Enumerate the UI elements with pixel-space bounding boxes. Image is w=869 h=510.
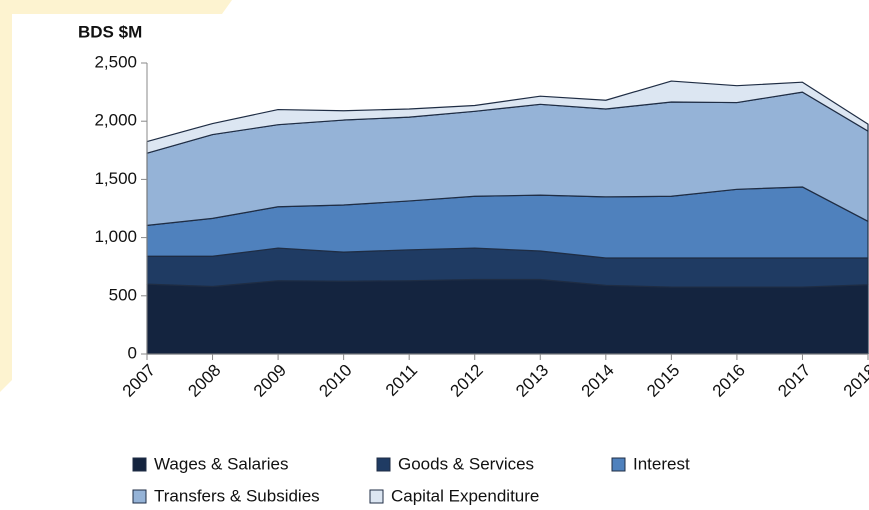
x-tick-label: 2015 [643, 361, 683, 401]
y-tick-label: 0 [128, 343, 137, 362]
y-tick-label: 2,000 [94, 111, 137, 130]
legend-label: Goods & Services [398, 454, 534, 473]
area [146, 278, 869, 355]
y-tick-label: 1,500 [94, 169, 137, 188]
legend-swatch [132, 489, 147, 504]
legend-label: Interest [633, 454, 690, 473]
x-tick-label: 2017 [774, 361, 814, 401]
x-tick-label: 2009 [250, 361, 290, 401]
x-tick-label: 2010 [315, 361, 355, 401]
x-tick-label: 2014 [578, 361, 618, 401]
x-tick-label: 2013 [512, 361, 552, 401]
legend-swatch [369, 489, 384, 504]
legend-swatch [132, 457, 147, 472]
x-tick-label: 2016 [709, 361, 749, 401]
x-tick-label: 2011 [382, 361, 421, 400]
legend-swatch [611, 457, 626, 472]
x-tick-label: 2008 [184, 361, 224, 401]
chart-title: BDS $M [78, 22, 142, 41]
legend-label: Transfers & Subsidies [154, 486, 320, 505]
x-tick-label: 2018 [840, 361, 869, 401]
y-tick-label: 2,500 [94, 52, 137, 71]
legend-swatch [376, 457, 391, 472]
x-tick-label: 2012 [447, 361, 487, 401]
legend-label: Wages & Salaries [154, 454, 288, 473]
x-tick-label: 2007 [119, 361, 159, 401]
y-tick-label: 500 [109, 285, 137, 304]
y-tick-label: 1,000 [94, 227, 137, 246]
area [146, 80, 869, 154]
legend-label: Capital Expenditure [391, 486, 539, 505]
